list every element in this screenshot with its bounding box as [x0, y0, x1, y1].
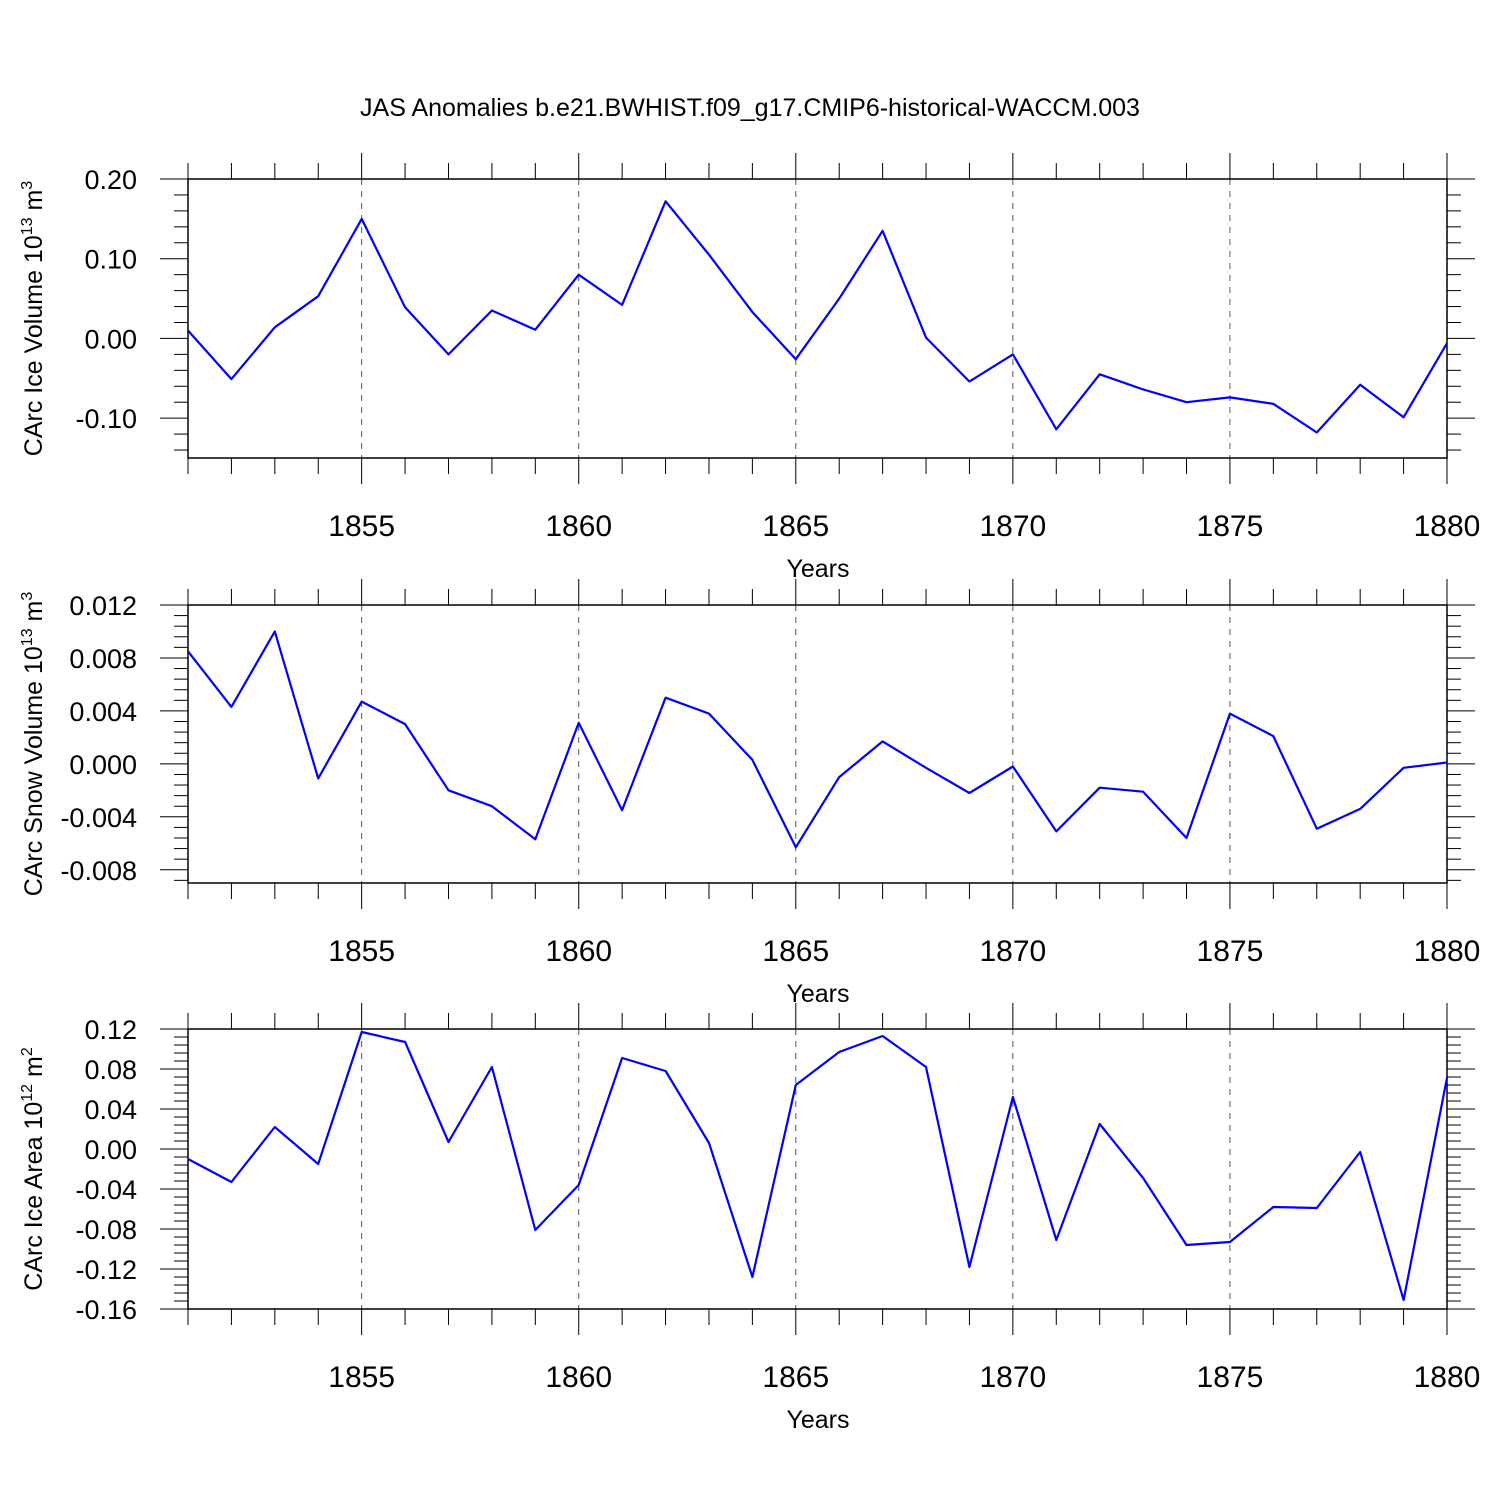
- y-tick-label: 0.04: [84, 1095, 137, 1125]
- y-tick-label: 0.12: [84, 1015, 137, 1045]
- y-tick-label: -0.04: [75, 1175, 137, 1205]
- y-axis-label: CArc Snow Volume 1013 m3: [19, 592, 48, 897]
- x-tick-label: 1870: [979, 1361, 1046, 1394]
- plot-frame: [187, 1028, 1448, 1310]
- x-tick-label: 1880: [1414, 510, 1481, 543]
- x-tick-label: 1860: [545, 1361, 612, 1394]
- x-tick-label: 1875: [1197, 1361, 1264, 1394]
- x-axis-label: Years: [786, 1406, 849, 1434]
- x-tick-label: 1865: [762, 935, 829, 968]
- series-line: [187, 200, 1448, 434]
- x-tick-label: 1880: [1414, 935, 1481, 968]
- y-tick-label: 0.000: [69, 750, 137, 780]
- y-tick-label: -0.10: [75, 404, 137, 434]
- x-tick-label: 1855: [328, 1361, 395, 1394]
- panel-1: -0.10 0.00 0.10 0.20 1855 1860 1865 1870 1875 188…: [19, 153, 1480, 583]
- x-tick-label: 1870: [979, 510, 1046, 543]
- x-tick-label: 1880: [1414, 1361, 1481, 1394]
- x-tick-label: 1875: [1197, 935, 1264, 968]
- x-tick-label: 1875: [1197, 510, 1264, 543]
- y-tick-label: 0.10: [84, 245, 137, 275]
- x-axis-label: Years: [786, 980, 849, 1008]
- x-tick-label: 1855: [328, 935, 395, 968]
- x-tick-label: 1855: [328, 510, 395, 543]
- series-line: [187, 1030, 1449, 1302]
- y-tick-label: -0.16: [75, 1295, 137, 1325]
- panel-3: -0.16 -0.12 -0.08 -0.04 0.00 0.04 0.08 0.12 1855…: [19, 1003, 1480, 1434]
- y-tick-label: 0.20: [84, 165, 137, 195]
- y-tick-label: -0.004: [60, 803, 137, 833]
- y-axis-label: CArc Ice Area 1012 m2: [19, 1047, 48, 1291]
- y-tick-label: 0.00: [84, 324, 137, 354]
- y-tick-label: 0.08: [84, 1055, 137, 1085]
- x-tick-label: 1860: [545, 510, 612, 543]
- y-tick-label: 0.012: [69, 591, 137, 621]
- y-tick-label: 0.00: [84, 1135, 137, 1165]
- y-tick-label: 0.008: [69, 644, 137, 674]
- x-tick-label: 1865: [762, 510, 829, 543]
- x-tick-label: 1865: [762, 1361, 829, 1394]
- plot-frame: [187, 604, 1448, 884]
- x-tick-label: 1860: [545, 935, 612, 968]
- x-axis-label: Years: [786, 555, 849, 583]
- x-tick-label: 1870: [979, 935, 1046, 968]
- y-tick-label: -0.08: [75, 1215, 137, 1245]
- y-tick-label: -0.008: [60, 856, 137, 886]
- plot-frame: [187, 178, 1448, 459]
- series-line: [187, 630, 1448, 849]
- figure-title: JAS Anomalies b.e21.BWHIST.f09_g17.CMIP6…: [360, 94, 1140, 122]
- panel-2: -0.008 -0.004 0.000 0.004 0.008 0.012 1855 1860…: [19, 579, 1480, 1008]
- y-tick-label: 0.004: [69, 697, 137, 727]
- y-axis-label: CArc Ice Volume 1013 m3: [19, 181, 48, 457]
- y-tick-label: -0.12: [75, 1255, 137, 1285]
